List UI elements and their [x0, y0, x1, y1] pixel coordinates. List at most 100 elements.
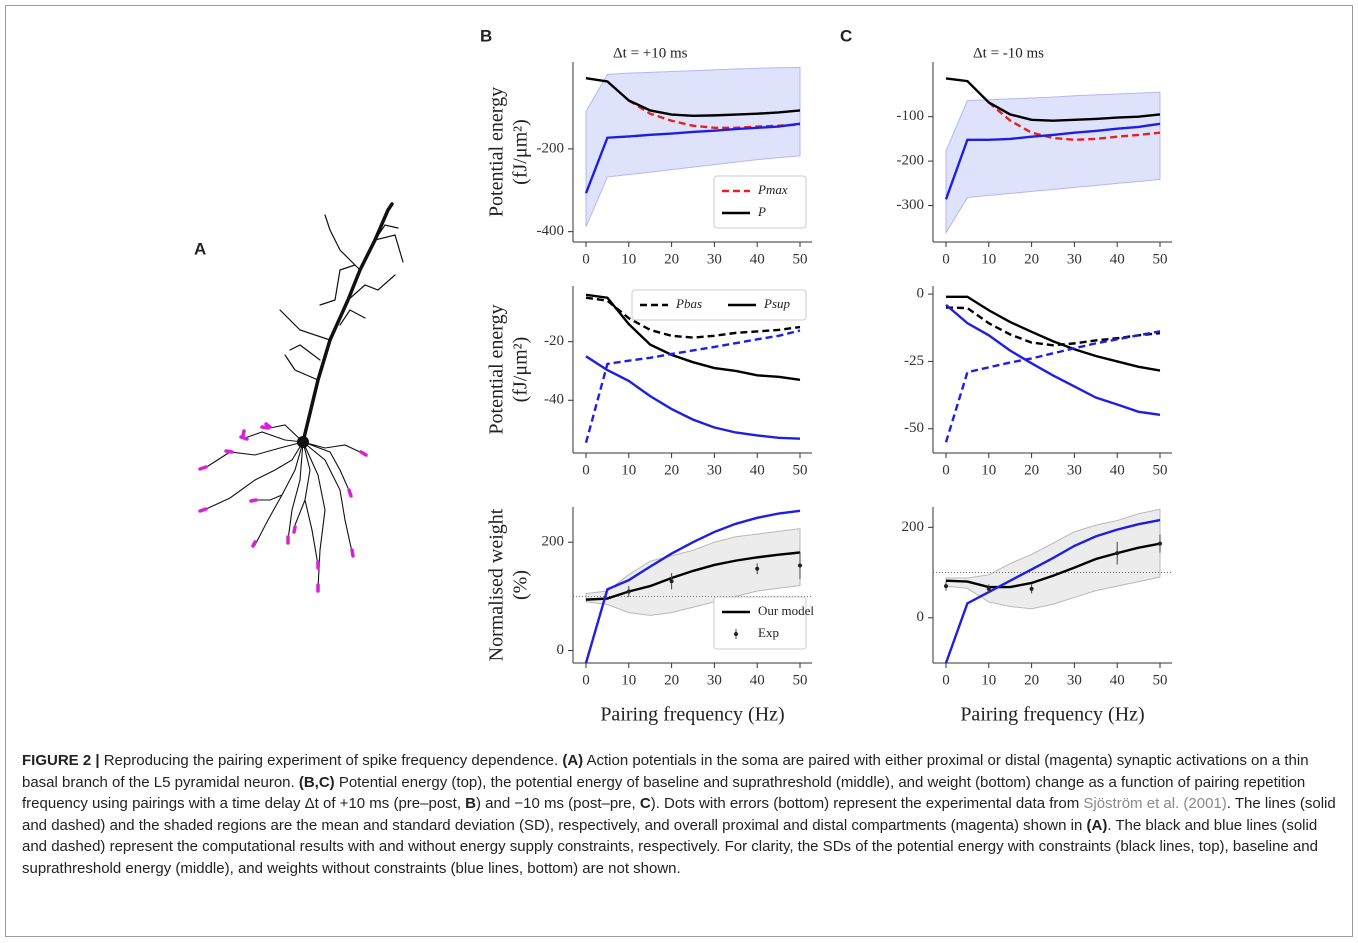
caption-text: . The black and blue lines (solid and da… — [22, 816, 1318, 877]
x-tick-label: 50 — [793, 251, 808, 267]
series-line — [944, 330, 1161, 443]
x-tick-label: 40 — [750, 672, 765, 688]
x-axis-label: Pairing frequency (Hz) — [960, 704, 1144, 726]
caption: FIGURE 2 | Reproducing the pairing exper… — [22, 750, 1340, 879]
x-tick-label: 20 — [664, 251, 679, 267]
legend-label: Psup — [763, 296, 791, 311]
caption-text: Reproducing the pairing experiment of sp… — [99, 752, 563, 769]
legend-label: Our model — [758, 603, 814, 618]
citation-link[interactable]: Sjöström et al. (2001) — [1083, 795, 1227, 812]
x-tick-label: 20 — [1024, 462, 1039, 478]
y-axis-label: Potential energy — [486, 304, 508, 434]
caption-text: . The lines (solid and dashed) and the s… — [22, 795, 1336, 834]
x-tick-label: 0 — [582, 462, 590, 478]
series-line — [945, 303, 1161, 416]
x-tick-label: 0 — [942, 251, 950, 267]
series-line — [585, 551, 801, 601]
exp-point — [669, 579, 674, 584]
x-tick-label: 10 — [621, 672, 636, 688]
caption-text: B — [465, 795, 477, 812]
series-line — [585, 76, 801, 117]
x-tick-label: 0 — [942, 462, 950, 478]
y-tick-label: -200 — [897, 153, 925, 169]
x-tick-label: 0 — [582, 672, 590, 688]
caption-text: FIGURE 2 | — [22, 752, 100, 769]
x-tick-label: 10 — [981, 462, 996, 478]
y-tick-label: -50 — [904, 420, 924, 436]
x-tick-label: 30 — [707, 672, 722, 688]
legend-label: P — [757, 204, 766, 219]
caption-text: (A) — [1086, 816, 1108, 834]
y-tick-label: -400 — [537, 223, 565, 239]
legend-box — [631, 289, 807, 321]
x-tick-label: 30 — [707, 462, 722, 478]
y-tick-label: -200 — [537, 140, 565, 156]
series-line — [584, 509, 801, 664]
x-tick-label: 50 — [1153, 462, 1168, 478]
x-tick-label: 50 — [793, 462, 808, 478]
y-tick-label: 0 — [917, 609, 925, 625]
x-tick-label: 20 — [664, 672, 679, 688]
legend-box — [713, 596, 807, 650]
y-axis-label: Normalised weight — [486, 508, 508, 661]
caption-text: C — [639, 795, 651, 812]
exp-point — [798, 563, 802, 568]
x-tick-label: 50 — [793, 672, 808, 688]
chart-title: Δt = +10 ms — [613, 45, 688, 61]
exp-point — [1115, 551, 1120, 556]
series-line — [945, 542, 1161, 589]
x-tick-label: 30 — [1067, 672, 1082, 688]
caption-text: (B,C) — [298, 773, 335, 791]
series-line — [585, 296, 801, 339]
legend-box — [713, 175, 807, 229]
caption-text: Potential energy (top), the potential en… — [22, 773, 1306, 813]
legend-swatch — [734, 632, 738, 636]
y-axis-label: (fJ/μm²) — [510, 119, 532, 185]
panel-label: C — [840, 26, 852, 45]
x-tick-label: 10 — [981, 251, 996, 267]
x-tick-label: 40 — [1110, 672, 1125, 688]
panel-label: A — [194, 239, 206, 258]
series-line — [988, 101, 1161, 141]
x-tick-label: 10 — [621, 462, 636, 478]
y-tick-label: 200 — [902, 519, 925, 535]
y-tick-label: 0 — [557, 642, 565, 658]
x-tick-label: 40 — [1110, 251, 1125, 267]
x-tick-label: 50 — [1153, 251, 1168, 267]
exp-point — [986, 586, 991, 591]
series-line — [585, 355, 801, 440]
legend-label: Pbas — [675, 296, 702, 311]
x-tick-label: 20 — [664, 462, 679, 478]
caption-text: (A) — [562, 752, 584, 769]
y-tick-label: -300 — [897, 197, 925, 213]
series-line — [944, 518, 1161, 664]
x-tick-label: 20 — [1024, 672, 1039, 688]
series-line — [944, 122, 1161, 200]
exp-point — [1158, 541, 1162, 546]
y-axis-label: Potential energy — [486, 87, 508, 217]
x-tick-label: 0 — [582, 251, 590, 267]
x-tick-label: 40 — [750, 251, 765, 267]
neuron — [198, 202, 404, 593]
y-tick-label: -20 — [544, 333, 564, 349]
y-tick-label: -100 — [897, 108, 925, 124]
series-line — [945, 77, 1161, 122]
exp-point — [626, 589, 631, 594]
exp-point — [944, 584, 948, 589]
x-tick-label: 20 — [1024, 251, 1039, 267]
figure-frame — [5, 5, 1353, 937]
series-line — [584, 329, 801, 444]
y-axis-label: (%) — [510, 570, 532, 600]
x-axis-label: Pairing frequency (Hz) — [600, 704, 784, 726]
series-line — [584, 122, 801, 194]
caption-text: ) and −10 ms (post–pre, — [476, 795, 640, 812]
y-tick-label: 200 — [542, 534, 565, 550]
x-tick-label: 50 — [1153, 672, 1168, 688]
x-tick-label: 10 — [621, 251, 636, 267]
caption-text: ). Dots with errors (bottom) represent t… — [650, 795, 1084, 812]
x-tick-label: 40 — [750, 462, 765, 478]
series-line — [945, 306, 1161, 347]
y-tick-label: 0 — [917, 286, 925, 302]
x-tick-label: 30 — [707, 251, 722, 267]
